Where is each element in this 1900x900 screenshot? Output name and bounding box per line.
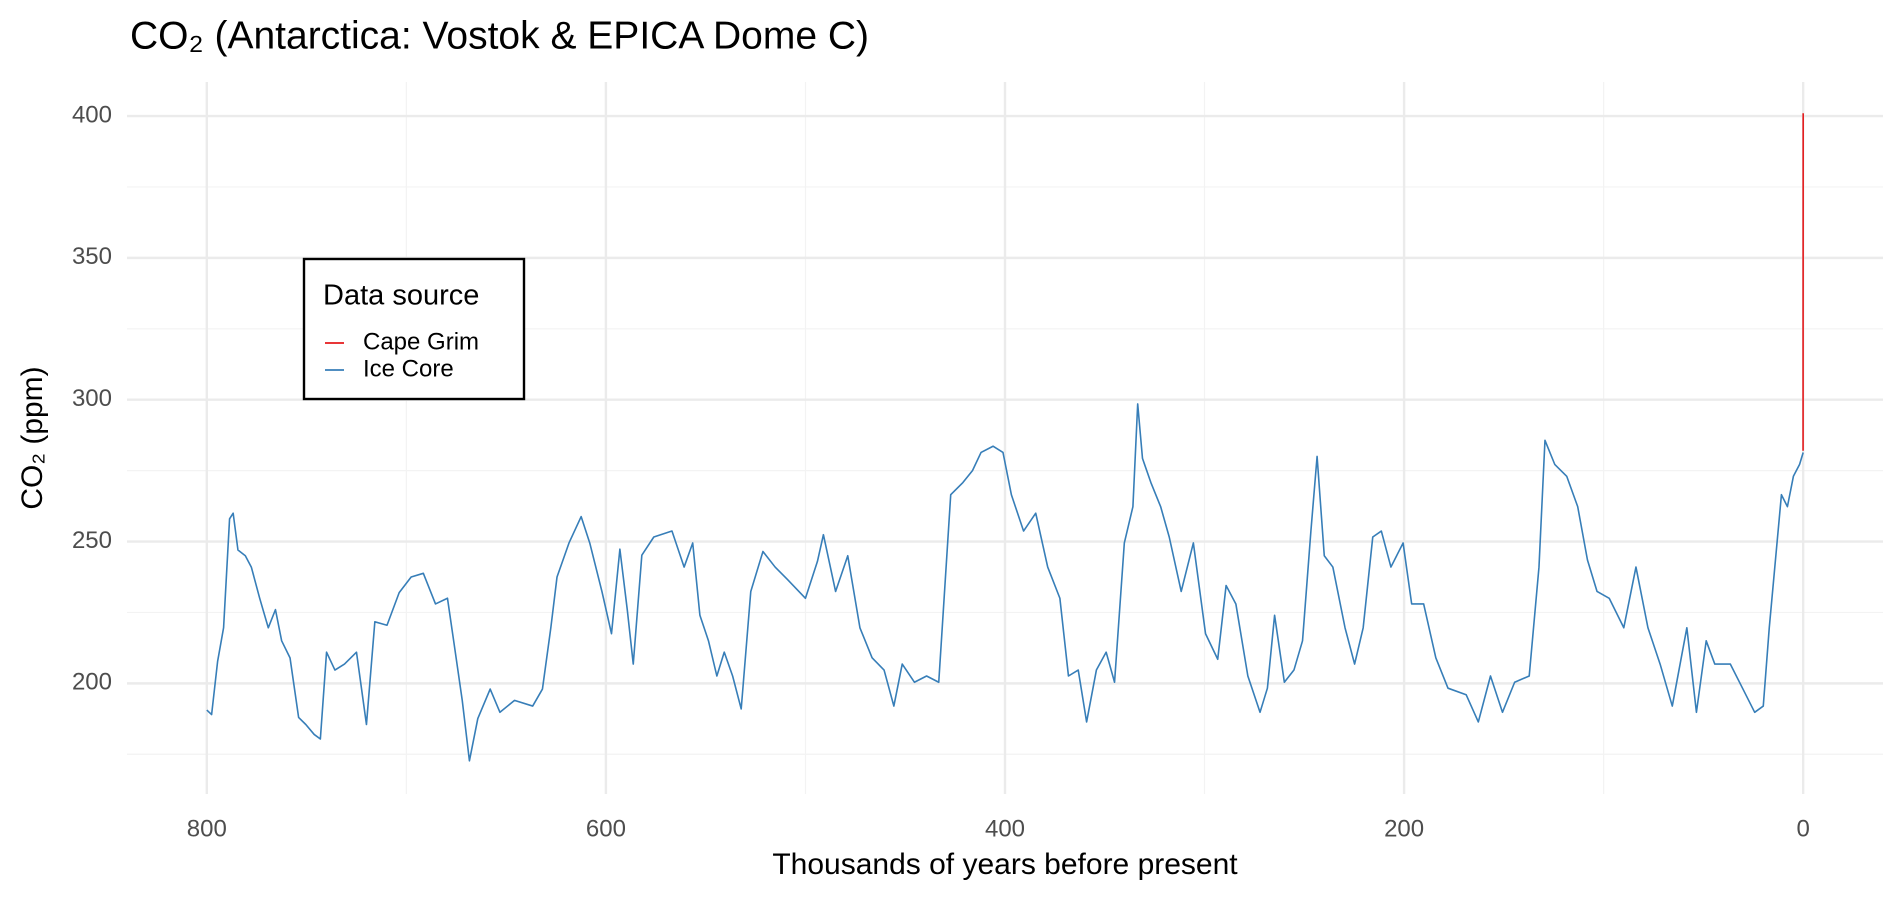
legend-label: Ice Core — [363, 355, 454, 382]
legend-box — [302, 257, 526, 401]
legend-label: Cape Grim — [363, 328, 479, 355]
x-tick-label: 200 — [1384, 815, 1424, 842]
legend-title: Data source — [323, 280, 479, 312]
x-tick-label: 0 — [1797, 815, 1810, 842]
grid — [127, 82, 1883, 794]
x-axis-title: Thousands of years before present — [772, 848, 1238, 881]
y-tick-label: 350 — [72, 243, 112, 270]
y-tick-label: 200 — [72, 669, 112, 696]
y-axis-title: CO₂ (ppm) — [16, 366, 49, 509]
chart-title: CO₂ (Antarctica: Vostok & EPICA Dome C) — [130, 14, 869, 57]
y-tick-label: 300 — [72, 385, 112, 412]
x-tick-label: 600 — [586, 815, 626, 842]
y-tick-label: 250 — [72, 527, 112, 554]
x-tick-label: 400 — [985, 815, 1025, 842]
plot-lines — [206, 113, 1804, 762]
data-line — [206, 403, 1804, 762]
x-tick-label: 800 — [187, 815, 227, 842]
y-tick-label: 400 — [72, 101, 112, 128]
